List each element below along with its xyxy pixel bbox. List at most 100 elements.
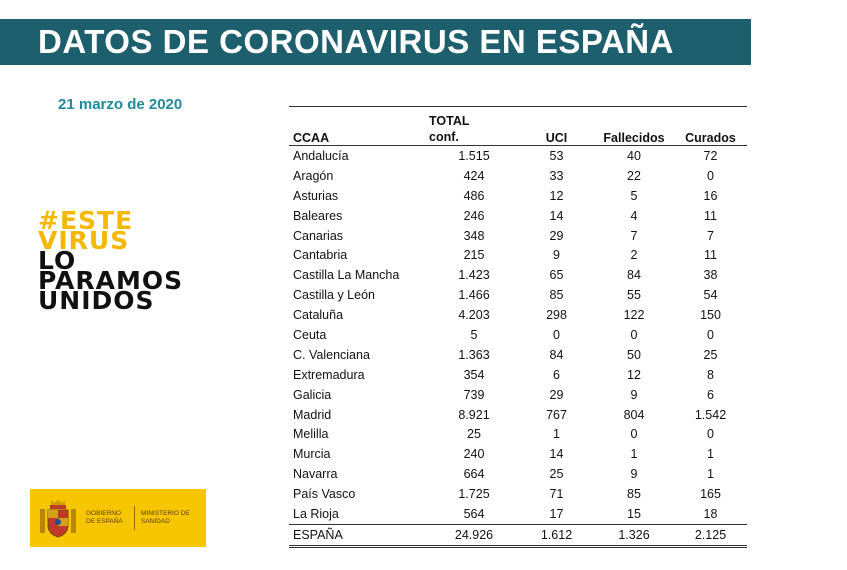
region-cell: Andalucía xyxy=(293,148,349,163)
value-cell: 7 xyxy=(630,228,638,243)
region-cell: Cantabria xyxy=(293,248,348,263)
value-cell: 55 xyxy=(627,288,641,303)
value-cell: 7 xyxy=(707,228,714,243)
value-cell: 150 xyxy=(700,308,721,323)
value-cell: 11 xyxy=(704,248,717,263)
slogan-line: VIRUS xyxy=(38,226,130,255)
value-cell: 16 xyxy=(703,188,718,203)
value-cell: 767 xyxy=(546,407,567,422)
logo-divider xyxy=(134,506,135,530)
value-cell: 29 xyxy=(549,228,564,243)
value-cell: 50 xyxy=(627,347,641,362)
table-row: Madrid 8.921 767 804 1.542 xyxy=(289,405,747,425)
value-cell: 348 xyxy=(463,228,485,243)
value-cell: 25 xyxy=(549,467,564,482)
header-total-line2: conf. xyxy=(429,130,459,144)
value-cell: 12 xyxy=(627,367,641,382)
value-cell: 84 xyxy=(627,268,641,283)
value-cell: 298 xyxy=(546,308,567,323)
slogan-line: LO xyxy=(38,246,77,275)
header-curados: Curados xyxy=(674,106,747,146)
region-cell: Aragón xyxy=(293,168,334,183)
region-cell: Murcia xyxy=(293,447,331,462)
value-cell: 38 xyxy=(703,268,718,283)
value-cell: 54 xyxy=(703,288,718,303)
header-ccaa: CCAA xyxy=(289,106,429,146)
value-cell: 29 xyxy=(549,387,564,402)
total-row: ESPAÑA 24.926 1.612 1.326 2.125 xyxy=(289,523,747,548)
value-cell: 12 xyxy=(549,188,564,203)
table-row: Galicia 739 29 9 6 xyxy=(289,385,747,405)
value-cell: 0 xyxy=(707,427,714,442)
value-cell: 85 xyxy=(549,288,564,303)
value-cell: 1.612 xyxy=(519,523,594,548)
header-total-line1: TOTAL xyxy=(429,114,470,128)
value-cell: 9 xyxy=(630,467,638,482)
value-cell: 0 xyxy=(630,427,638,442)
region-cell: Extremadura xyxy=(293,367,365,382)
value-cell: 24.926 xyxy=(429,523,519,548)
value-cell: 1.725 xyxy=(458,487,490,502)
value-cell: 85 xyxy=(627,487,641,502)
value-cell: 22 xyxy=(627,168,641,183)
page-title: DATOS DE CORONAVIRUS EN ESPAÑA xyxy=(0,19,751,65)
value-cell: 664 xyxy=(463,467,485,482)
slogan-line: UNIDOS xyxy=(38,286,155,315)
table-row: La Rioja 564 17 15 18 xyxy=(289,504,747,524)
value-cell: 17 xyxy=(549,506,564,521)
value-cell: 9 xyxy=(553,248,560,263)
value-cell: 18 xyxy=(703,506,718,521)
header-total: TOTAL conf. xyxy=(429,106,519,146)
table-row: Cantabria 215 9 2 11 xyxy=(289,245,747,265)
value-cell: 0 xyxy=(707,327,714,342)
value-cell: 14 xyxy=(549,208,564,223)
value-cell: 65 xyxy=(549,268,564,283)
value-cell: 122 xyxy=(623,308,645,323)
region-cell: País Vasco xyxy=(293,487,356,502)
value-cell: 739 xyxy=(463,387,485,402)
value-cell: 2.125 xyxy=(674,523,747,548)
table-row: Asturias 486 12 5 16 xyxy=(289,186,747,206)
region-cell: Asturias xyxy=(293,188,339,203)
value-cell: 2 xyxy=(630,248,638,263)
region-cell: ESPAÑA xyxy=(289,523,429,548)
value-cell: 84 xyxy=(549,347,564,362)
table-row: Castilla La Mancha 1.423 65 84 38 xyxy=(289,265,747,285)
region-cell: Canarias xyxy=(293,228,344,243)
table-row: Baleares 246 14 4 11 xyxy=(289,206,747,226)
value-cell: 1.466 xyxy=(458,288,490,303)
table-row: Aragón 424 33 22 0 xyxy=(289,166,747,186)
value-cell: 486 xyxy=(463,188,485,203)
value-cell: 25 xyxy=(467,427,481,442)
value-cell: 33 xyxy=(549,168,564,183)
header-fallecidos: Fallecidos xyxy=(594,106,674,146)
value-cell: 0 xyxy=(553,327,560,342)
value-cell: 71 xyxy=(549,487,564,502)
value-cell: 0 xyxy=(707,168,714,183)
value-cell: 165 xyxy=(700,487,721,502)
table-row: Extremadura 354 6 12 8 xyxy=(289,365,747,385)
region-cell: Madrid xyxy=(293,407,332,422)
value-cell: 804 xyxy=(623,407,645,422)
value-cell: 1.363 xyxy=(458,347,490,362)
region-cell: Ceuta xyxy=(293,327,327,342)
value-cell: 1.515 xyxy=(458,148,490,163)
value-cell: 1.326 xyxy=(594,523,674,548)
table-row: Canarias 348 29 7 7 xyxy=(289,226,747,246)
region-cell: Melilla xyxy=(293,427,329,442)
value-cell: 40 xyxy=(627,148,641,163)
logo-right-text: MINISTERIO DE SANIDAD xyxy=(141,510,190,525)
value-cell: 1 xyxy=(553,427,560,442)
date-label: 21 marzo de 2020 xyxy=(58,96,183,113)
value-cell: 1 xyxy=(707,467,714,482)
value-cell: 6 xyxy=(707,387,714,402)
region-cell: Castilla La Mancha xyxy=(293,268,400,283)
region-cell: Baleares xyxy=(293,208,343,223)
value-cell: 1 xyxy=(630,447,638,462)
value-cell: 25 xyxy=(703,347,718,362)
value-cell: 564 xyxy=(463,506,485,521)
slogan-block: #ESTE VIRUS LO PARAMOS UNIDOS xyxy=(38,208,183,315)
value-cell: 240 xyxy=(463,447,485,462)
table-row: Andalucía 1.515 53 40 72 xyxy=(289,146,747,166)
table-row: Melilla 25 1 0 0 xyxy=(289,424,747,444)
